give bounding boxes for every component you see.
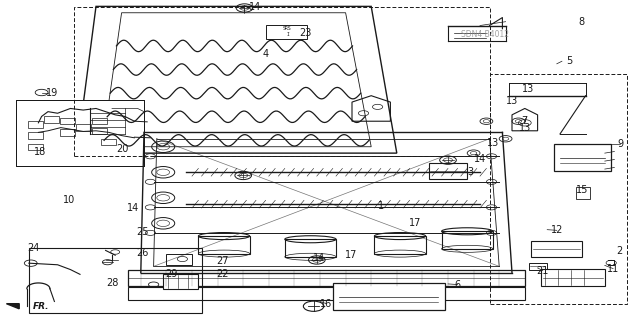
Bar bbox=[198, 236, 250, 254]
Bar bbox=[28, 121, 43, 128]
Text: 13: 13 bbox=[506, 96, 518, 107]
Bar bbox=[128, 287, 525, 300]
Bar bbox=[529, 263, 547, 270]
Bar bbox=[541, 269, 605, 286]
Bar bbox=[92, 118, 107, 124]
Bar bbox=[531, 241, 582, 257]
Bar bbox=[44, 116, 59, 123]
Polygon shape bbox=[6, 304, 19, 309]
Text: 16: 16 bbox=[320, 299, 333, 309]
Bar bbox=[16, 100, 144, 166]
Bar bbox=[92, 128, 107, 134]
Bar bbox=[333, 283, 445, 310]
Text: 22: 22 bbox=[216, 269, 229, 279]
Text: FR.: FR. bbox=[33, 302, 50, 311]
Bar bbox=[28, 144, 43, 150]
Text: 17: 17 bbox=[344, 249, 357, 260]
Bar bbox=[576, 187, 590, 199]
Text: 27: 27 bbox=[216, 256, 229, 266]
Text: 14: 14 bbox=[127, 203, 140, 213]
Text: 19: 19 bbox=[46, 88, 59, 98]
Text: 6: 6 bbox=[454, 279, 461, 290]
Bar bbox=[29, 248, 202, 313]
Bar bbox=[266, 25, 307, 39]
Text: 12: 12 bbox=[550, 225, 563, 235]
Text: 14: 14 bbox=[474, 154, 486, 164]
Text: 26: 26 bbox=[136, 248, 148, 258]
Text: SDN4 B4012: SDN4 B4012 bbox=[461, 30, 509, 39]
Text: 8: 8 bbox=[578, 17, 584, 27]
Text: 21: 21 bbox=[536, 265, 549, 276]
Text: 17: 17 bbox=[408, 218, 421, 228]
Bar bbox=[490, 74, 627, 304]
Text: 18: 18 bbox=[33, 147, 46, 158]
Bar bbox=[442, 231, 493, 249]
Text: 20: 20 bbox=[116, 144, 129, 154]
Text: 9: 9 bbox=[618, 139, 624, 149]
Text: 11: 11 bbox=[607, 263, 620, 274]
Bar bbox=[128, 270, 525, 286]
Text: 14: 14 bbox=[248, 2, 261, 12]
Text: 24: 24 bbox=[27, 243, 40, 253]
Text: 13: 13 bbox=[518, 123, 531, 133]
Text: 13: 13 bbox=[522, 84, 534, 94]
Bar bbox=[163, 274, 198, 289]
Text: 1: 1 bbox=[378, 201, 384, 211]
Text: 13: 13 bbox=[486, 138, 499, 148]
Bar bbox=[74, 7, 490, 156]
Bar bbox=[76, 124, 91, 131]
Text: 10: 10 bbox=[63, 195, 76, 205]
Text: 14: 14 bbox=[312, 253, 325, 263]
Text: 4: 4 bbox=[262, 49, 269, 59]
Bar bbox=[166, 254, 192, 265]
Text: 2: 2 bbox=[616, 246, 623, 256]
Bar bbox=[374, 236, 426, 254]
Text: 28: 28 bbox=[106, 278, 118, 288]
Bar bbox=[16, 100, 144, 166]
Text: 25: 25 bbox=[136, 227, 148, 237]
Bar bbox=[28, 132, 43, 139]
Bar bbox=[285, 239, 336, 257]
Text: 3: 3 bbox=[467, 167, 474, 177]
Bar bbox=[60, 129, 75, 136]
Text: 15: 15 bbox=[576, 185, 589, 195]
Text: 5: 5 bbox=[566, 56, 573, 66]
Text: 29: 29 bbox=[165, 269, 178, 279]
Bar bbox=[60, 118, 75, 124]
Text: 23: 23 bbox=[300, 27, 312, 38]
Text: 7: 7 bbox=[522, 115, 528, 126]
Text: SRS
 I: SRS I bbox=[282, 26, 291, 37]
Bar bbox=[554, 144, 611, 171]
Bar bbox=[101, 139, 116, 145]
